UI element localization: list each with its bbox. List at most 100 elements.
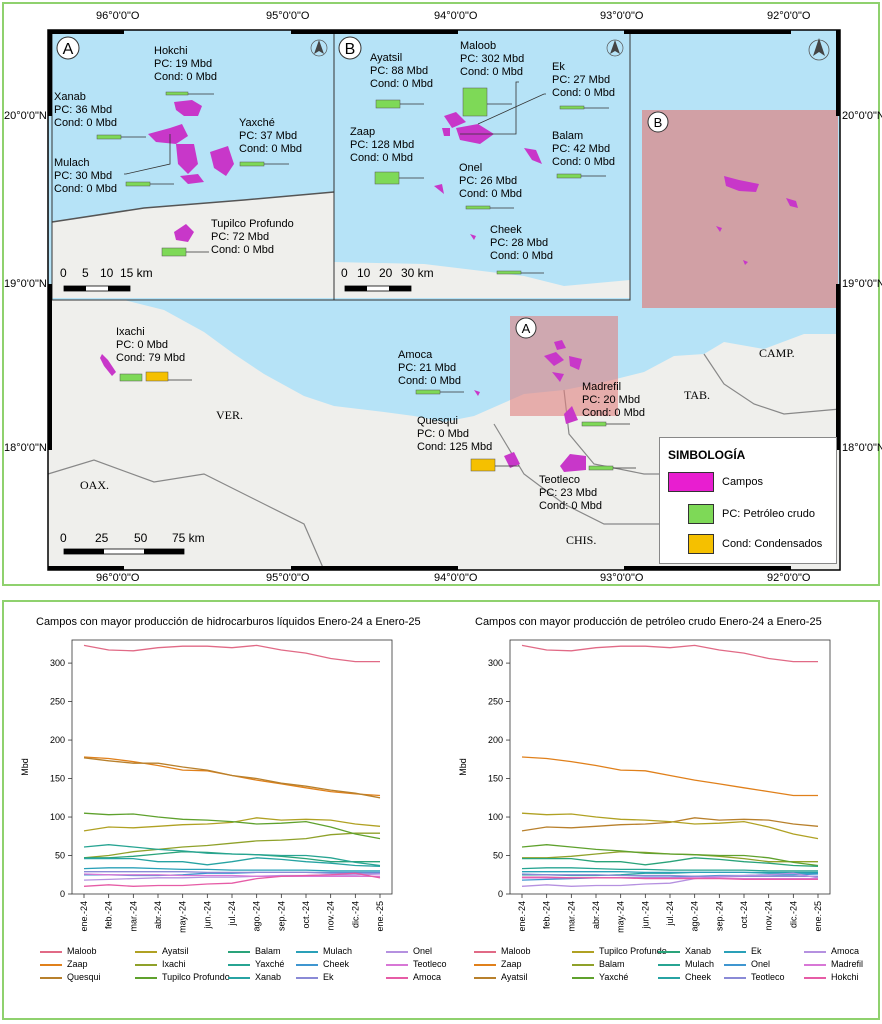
y-tick-label: 200 [488, 735, 503, 745]
field-cond: Cond: 0 Mbd [370, 78, 433, 90]
lon-label: 92°0'0"O [767, 10, 811, 22]
inset-b-scale [344, 285, 412, 292]
legend-item: Zaap [474, 959, 522, 969]
series-line-mulach [521, 867, 818, 872]
field-label-ixachi: Ixachi PC: 0 Mbd Cond: 79 Mbd [116, 326, 185, 365]
legend-line-icon [572, 950, 594, 953]
field-cond: Cond: 0 Mbd [460, 66, 523, 78]
field-cond: Cond: 0 Mbd [398, 375, 461, 387]
legend-item: Onel [386, 946, 432, 956]
legend-label: Onel [751, 959, 771, 969]
series-line-balam [522, 851, 818, 863]
field-shape [174, 100, 202, 116]
legend-item: Quesqui [40, 972, 101, 982]
legend-item: Ayatsil [474, 972, 527, 982]
pc-bar [125, 181, 151, 187]
lat-label: 18°0'0"N [4, 442, 47, 454]
field-pc: PC: 128 Mbd [350, 139, 415, 151]
field-shape [524, 148, 542, 164]
legend-label: Balam [255, 946, 281, 956]
inset-b-letter: B [345, 41, 356, 58]
pc-bar [119, 373, 143, 382]
y-tick-label: 100 [488, 812, 503, 822]
legend-item: Yaxché [228, 959, 284, 969]
field-shape [724, 176, 759, 192]
legend-label: Mulach [685, 959, 715, 969]
series-line-amoca [83, 872, 381, 887]
y-tick-label: 250 [50, 697, 65, 707]
legend-label: Cheek [323, 959, 350, 969]
legend-line-icon [386, 950, 408, 953]
plot-area [71, 639, 393, 895]
legend-line-icon [135, 950, 157, 953]
inset-a-coast [51, 191, 335, 223]
legend-label: Cond: Condensados [722, 538, 823, 550]
field-shape [569, 356, 582, 370]
field-cond: Cond: 0 Mbd [490, 250, 553, 262]
x-tick-label: feb.-24 [542, 901, 552, 929]
x-tick-label: jun.-24 [640, 901, 650, 930]
y-tick-label: 150 [488, 774, 503, 784]
field-shape [442, 128, 450, 136]
legend-label: Quesqui [67, 972, 101, 982]
series-line-yaxch- [83, 844, 381, 867]
legend-line-icon [474, 976, 496, 979]
state-label: CHIS. [566, 533, 597, 547]
field-pc: PC: 23 Mbd [539, 487, 598, 499]
inset-a-land [52, 192, 334, 298]
state-label: CAMP. [759, 346, 795, 360]
field-pc: PC: 26 Mbd [459, 175, 518, 187]
field-shape [176, 144, 198, 174]
x-tick-label: mar.-24 [128, 901, 138, 932]
frame-tick [836, 284, 840, 450]
x-tick-label: feb.-24 [104, 901, 114, 929]
pc-bar [374, 171, 400, 185]
state-label: OAX. [80, 478, 109, 492]
lon-label: 95°0'0"O [266, 10, 310, 22]
lat-label: 20°0'0"N [842, 110, 882, 122]
legend-line-icon [386, 963, 408, 966]
field-pc: PC: 27 Mbd [552, 74, 611, 86]
legend-item: Tupilco Profundo [135, 972, 230, 982]
x-tick-label: ago.-24 [690, 901, 700, 932]
series-line-cheek [84, 871, 380, 877]
field-name: Maloob [460, 40, 497, 52]
box-a-marker [515, 317, 537, 339]
field-name: Teotleco [539, 474, 580, 486]
line-chart-liquids: 0 50 100 150 200 250 300 ene.-24 feb.-24 mar.-24 a… [20, 639, 393, 933]
series-line-balam [84, 851, 380, 863]
field-shape [716, 226, 722, 232]
y-axis-label: Mbd [20, 758, 30, 776]
legend-label: Amoca [413, 972, 442, 982]
field-pc: PC: 21 Mbd [398, 362, 457, 374]
y-tick-label: 0 [498, 889, 503, 899]
field-label-xanab: Xanab PC: 36 Mbd Cond: 0 Mbd [54, 91, 117, 130]
legend-label: Balam [599, 959, 625, 969]
pc-bar [496, 270, 522, 275]
scale-label: 20 [379, 266, 393, 280]
frame-tick [48, 30, 52, 116]
field-cond: Cond: 0 Mbd [582, 407, 645, 419]
x-tick-label: dic.-24 [788, 901, 798, 928]
field-shape [564, 406, 578, 424]
legend-label: Madrefil [831, 959, 864, 969]
legend-label: Cheek [685, 972, 712, 982]
field-pc: PC: 19 Mbd [154, 58, 213, 70]
x-tick-label: dic.-24 [350, 901, 360, 928]
frame-ticks [48, 30, 840, 570]
frame-tick [48, 566, 124, 570]
box-b-marker [647, 111, 669, 133]
legend-item: Cheek [296, 959, 349, 969]
y-tick-label: 50 [493, 851, 503, 861]
field-shape [444, 112, 466, 128]
field-pc: PC: 37 Mbd [239, 130, 298, 142]
legend-label: PC: Petróleo crudo [722, 508, 815, 520]
field-name: Madrefil [582, 381, 622, 393]
legend-label: Ayatsil [162, 946, 189, 956]
legend-item: Balam [572, 959, 625, 969]
legend-label: Hokchi [831, 972, 859, 982]
pc-bar [581, 421, 607, 427]
field-name: Onel [459, 162, 483, 174]
series-line-maloob [521, 644, 818, 663]
field-name: Cheek [490, 224, 522, 236]
